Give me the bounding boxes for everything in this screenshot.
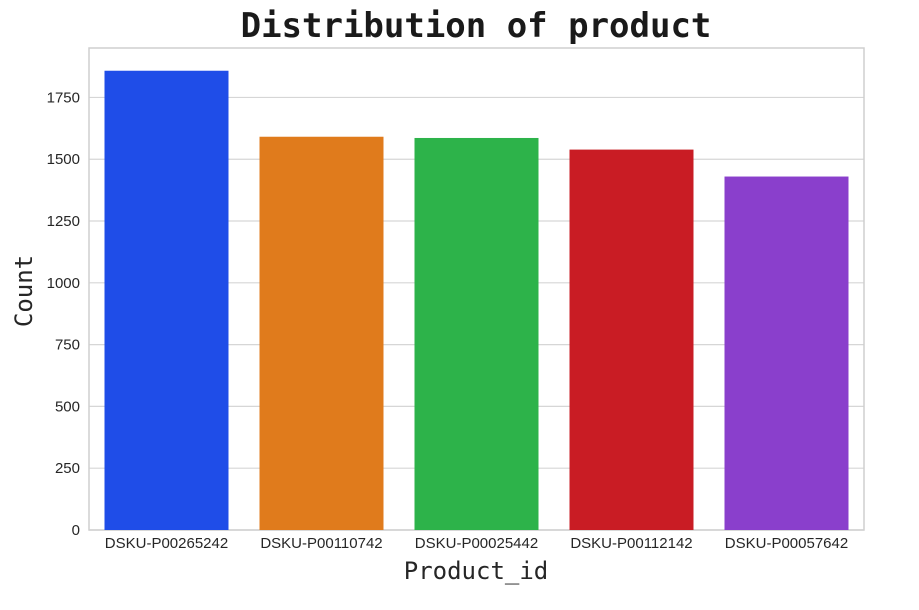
chart-title: Distribution of product (241, 6, 712, 46)
x-tick-label: DSKU-P00265242 (105, 535, 228, 552)
x-tick-labels: DSKU-P00265242 DSKU-P00110742 DSKU-P000254… (105, 535, 848, 552)
y-tick-label: 750 (55, 337, 80, 354)
y-tick-label: 1750 (47, 89, 80, 106)
x-tick-label: DSKU-P00112142 (570, 535, 692, 552)
bar-dsku-p00025442 (414, 137, 539, 530)
y-tick-label: 0 (72, 522, 80, 539)
bar-dsku-p00110742 (259, 136, 384, 531)
y-tick-label: 1250 (47, 213, 80, 230)
y-tick-label: 1500 (47, 151, 80, 168)
y-tick-label: 1000 (47, 275, 80, 292)
bar-dsku-p00112142 (569, 149, 694, 531)
x-axis-label: Product_id (404, 557, 549, 585)
bar-dsku-p00265242 (104, 70, 229, 530)
y-tick-label: 250 (55, 460, 80, 477)
x-tick-label: DSKU-P00057642 (725, 535, 848, 552)
bar-dsku-p00057642 (724, 176, 849, 531)
y-tick-label: 500 (55, 398, 80, 415)
y-axis-label: Count (10, 255, 38, 327)
bars (104, 70, 849, 531)
x-tick-label: DSKU-P00025442 (415, 535, 538, 552)
y-tick-labels: 0 250 500 750 1000 1250 1500 1750 (47, 89, 80, 539)
x-tick-label: DSKU-P00110742 (260, 535, 382, 552)
